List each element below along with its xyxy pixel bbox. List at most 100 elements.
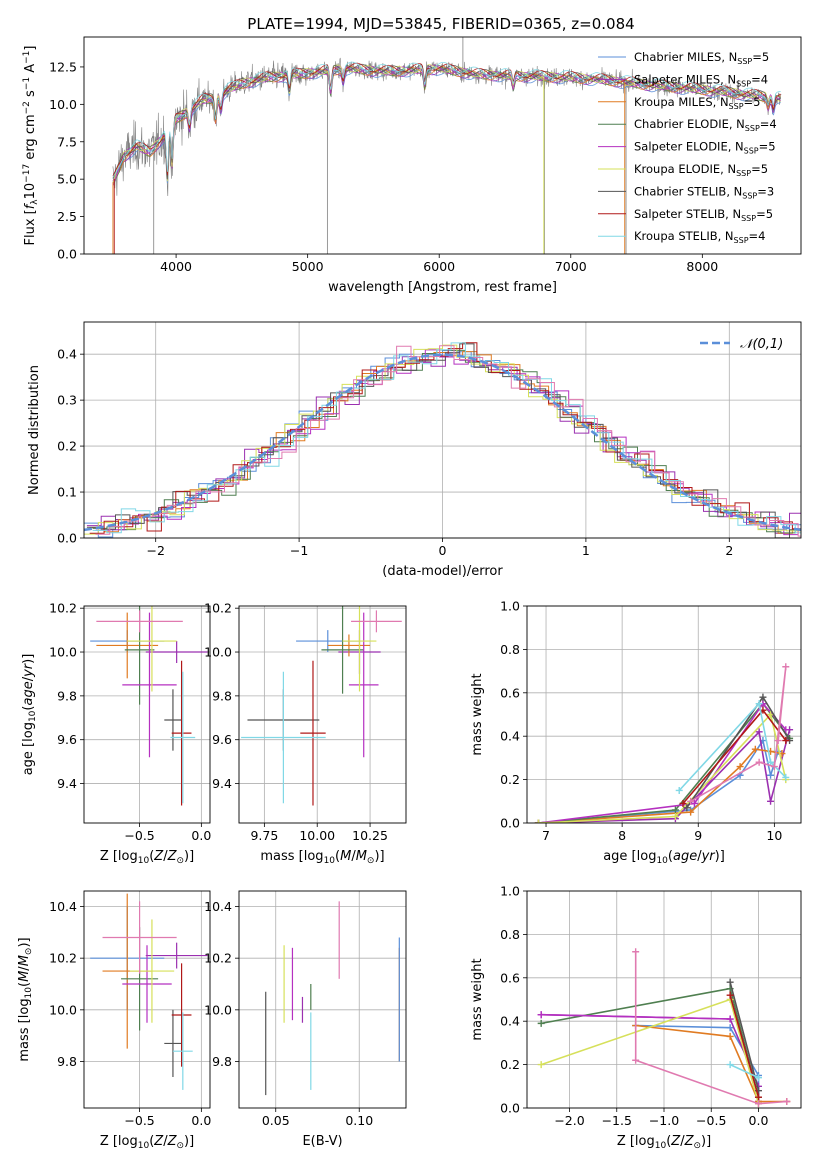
mass-weight-marker [671, 812, 679, 820]
mass-weight-line [635, 1024, 787, 1103]
x-tick-label: −1.0 [649, 1113, 679, 1128]
axes-frame [526, 605, 802, 824]
y-tick-label: 10.2 [204, 951, 232, 966]
y-tick-label: 5.0 [57, 172, 77, 187]
legend-entry: Salpeter STELIB, NSSP=5 [634, 207, 773, 223]
mass-weight-marker [687, 808, 695, 816]
mass_vs_Z-panel: −0.5 0.0 9.8 10.0 10.2 10.4 Z [log10(Z/Z⊙)] mas… [17, 890, 211, 1151]
age_vs_mass-panel: 9.75 10.00 10.25 9.4 9.6 9.8 10.0 10.2 mass [log… [204, 601, 407, 866]
y-tick-label: 10.0 [49, 1002, 77, 1017]
y-tick-label: 0.0 [57, 247, 77, 262]
legend-entry: Chabrier MILES, NSSP=5 [634, 50, 769, 66]
y-tick-label: 9.4 [212, 776, 232, 791]
mass-weight-marker [632, 1056, 640, 1064]
legend-entry: Kroupa ELODIE, NSSP=5 [634, 162, 768, 178]
y-tick-label: 0.3 [57, 393, 77, 408]
x-axis-label: wavelength [Angstrom, rest frame] [328, 280, 557, 295]
mass-weight-marker [755, 728, 763, 736]
weight_vs_Z-panel: −2.0 −1.5 −1.0 −0.5 0.0 0.0 0.2 0.4 0.6 0.8 1.0 mas… [470, 884, 802, 1151]
mass-weight-marker [726, 1032, 734, 1040]
x-axis-label: Z [log10(Z/Z⊙)] [617, 1134, 711, 1151]
y-tick-label: 9.4 [57, 776, 77, 791]
y-tick-label: 0.6 [500, 970, 520, 985]
mass-weight-line [538, 702, 791, 823]
residual-histogram [89, 351, 801, 534]
mass_vs_EBV-marks [265, 901, 400, 1096]
figure-title: PLATE=1994, MJD=53845, FIBERID=0365, z=0… [247, 15, 634, 33]
y-tick-label: 0.2 [500, 772, 520, 787]
spectrum-legend: Chabrier MILES, NSSP=5 Salpeter MILES, NS… [598, 50, 777, 245]
legend-entry: Chabrier STELIB, NSSP=3 [634, 184, 774, 200]
model-spectrum-line [112, 65, 781, 186]
residuals-marks [84, 342, 801, 538]
y-tick-label: 0.8 [500, 927, 520, 942]
model-spectrum-line [112, 64, 781, 186]
mass-weight-line [541, 987, 760, 1098]
x-tick-label: 7000 [555, 259, 587, 274]
mass-weight-marker [632, 948, 640, 956]
y-tick-label: 9.8 [212, 688, 232, 703]
x-tick-label: 10.25 [352, 828, 388, 843]
y-tick-label: 10.0 [204, 645, 232, 660]
residual-histogram [95, 349, 801, 536]
legend-entry: Kroupa STELIB, NSSP=4 [634, 229, 765, 245]
mass-weight-marker [736, 763, 744, 771]
x-tick-label: 0.0 [191, 828, 211, 843]
mass-weight-marker [726, 1015, 734, 1023]
mass-weight-line [729, 1063, 759, 1079]
residual-histogram [89, 342, 801, 534]
age_vs_Z-panel: −0.5 0.0 9.4 9.6 9.8 10.0 10.2 Z [log10(Z/Z⊙)] a… [21, 601, 211, 866]
y-tick-label: 10.0 [49, 645, 77, 660]
mass-weight-marker [767, 797, 775, 805]
mass-weight-marker [774, 737, 782, 745]
x-tick-label: 10.00 [299, 828, 335, 843]
mass-weight-line [729, 994, 760, 1098]
y-tick-label: 0.0 [500, 816, 520, 831]
x-tick-label: 0.05 [262, 1113, 290, 1128]
y-tick-label: 0.4 [500, 1014, 520, 1029]
axes-frame [238, 890, 407, 1109]
y-tick-label: 10.2 [49, 601, 77, 616]
x-tick-label: 2 [725, 543, 733, 558]
x-axis-label: E(B-V) [302, 1134, 342, 1149]
y-tick-label: 0.8 [500, 642, 520, 657]
y-tick-label: 0.2 [57, 439, 77, 454]
x-tick-label: 9 [694, 828, 702, 843]
spectrum-marks [112, 37, 782, 254]
x-tick-label: 6000 [423, 259, 455, 274]
mass-weight-marker [726, 1024, 734, 1032]
weight_vs_age-panel: 7 8 9 10 0.0 0.2 0.4 0.6 0.8 1.0 mass weight age [l… [470, 599, 802, 866]
legend-entry: Kroupa MILES, NSSP=5 [634, 95, 760, 111]
residual-histogram [95, 345, 801, 537]
axes-frame [526, 890, 802, 1109]
y-tick-label: 0.0 [500, 1101, 520, 1116]
weight_vs_age-marks [534, 663, 794, 823]
mass-weight-marker [687, 797, 695, 805]
y-tick-label: 1.0 [500, 884, 520, 899]
mass_vs_EBV-panel: 0.05 0.10 9.8 10.0 10.2 10.4 E(B-V) [204, 890, 407, 1149]
mass-weight-marker [770, 763, 778, 771]
y-tick-label: 0.2 [500, 1057, 520, 1072]
x-axis-label: Z [log10(Z/Z⊙)] [100, 1134, 194, 1151]
axes-frame [83, 890, 211, 1109]
x-tick-label: 9.75 [250, 828, 278, 843]
x-tick-label: −0.5 [696, 1113, 726, 1128]
y-axis-label: Normed distribution [27, 365, 42, 495]
x-tick-label: 4000 [160, 259, 192, 274]
y-tick-label: 10.0 [204, 1002, 232, 1017]
axes-frame [238, 605, 407, 824]
legend-entry: 𝒩(0,1) [740, 337, 783, 352]
x-tick-label: −2.0 [554, 1113, 584, 1128]
mass-weight-marker [767, 771, 775, 779]
legend-entry: Salpeter MILES, NSSP=4 [634, 72, 768, 88]
x-tick-label: 0.0 [191, 1113, 211, 1128]
y-tick-label: 0.1 [57, 485, 77, 500]
mass-weight-line [729, 981, 760, 1091]
x-tick-label: 0 [439, 543, 447, 558]
y-tick-label: 9.8 [212, 1054, 232, 1069]
mass-weight-marker [755, 758, 763, 766]
mass-weight-marker [754, 1100, 762, 1108]
x-tick-label: 8000 [686, 259, 718, 274]
x-tick-label: −0.5 [124, 1113, 154, 1128]
